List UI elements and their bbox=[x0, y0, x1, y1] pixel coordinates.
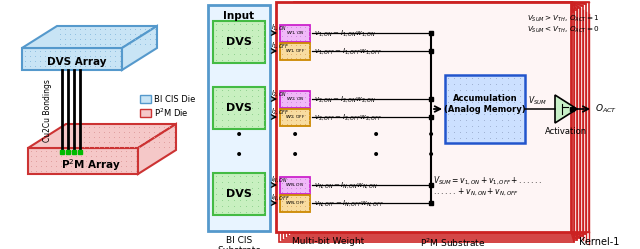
Text: $I_{2,OFF}$: $I_{2,OFF}$ bbox=[271, 106, 289, 116]
Polygon shape bbox=[555, 95, 577, 123]
FancyBboxPatch shape bbox=[213, 21, 265, 63]
Text: $v_{1,ON}=I_{1,ON}w_{1,ON}$: $v_{1,ON}=I_{1,ON}w_{1,ON}$ bbox=[314, 28, 376, 38]
Text: P$^2$M Substrate: P$^2$M Substrate bbox=[420, 237, 486, 249]
Text: •
•: • • bbox=[291, 128, 299, 162]
Text: $w_{2,ON}$: $w_{2,ON}$ bbox=[285, 95, 305, 103]
FancyBboxPatch shape bbox=[280, 24, 310, 42]
Bar bbox=[140, 109, 151, 117]
Text: $v_{N,OFF}=I_{N,OFF}w_{N,OFF}$: $v_{N,OFF}=I_{N,OFF}w_{N,OFF}$ bbox=[314, 198, 384, 208]
Bar bbox=[291, 4, 586, 234]
Text: $V_{SUM}<V_{TH}$, $O_{ACT}=0$: $V_{SUM}<V_{TH}$, $O_{ACT}=0$ bbox=[527, 25, 600, 35]
Text: Accumulation
(Analog Memory): Accumulation (Analog Memory) bbox=[444, 94, 526, 114]
Text: $I_{N,OFF}$: $I_{N,OFF}$ bbox=[271, 192, 290, 202]
Text: $V_{SUM}>V_{TH}$, $O_{ACT}=1$: $V_{SUM}>V_{TH}$, $O_{ACT}=1$ bbox=[527, 14, 600, 24]
Text: $w_{N,ON}$: $w_{N,ON}$ bbox=[285, 182, 305, 188]
Text: DVS: DVS bbox=[226, 103, 252, 113]
Text: $......+v_{N,ON}+v_{N,OFF}$: $......+v_{N,ON}+v_{N,OFF}$ bbox=[433, 187, 518, 198]
Text: $v_{N,ON}=I_{N,ON}w_{N,ON}$: $v_{N,ON}=I_{N,ON}w_{N,ON}$ bbox=[314, 180, 378, 190]
Text: $I_{N,ON}$: $I_{N,ON}$ bbox=[271, 174, 288, 184]
Bar bbox=[140, 95, 151, 103]
Text: •
•: • • bbox=[235, 128, 243, 162]
Polygon shape bbox=[138, 124, 176, 174]
Text: DVS: DVS bbox=[226, 189, 252, 199]
Bar bbox=[285, 8, 580, 238]
FancyBboxPatch shape bbox=[213, 173, 265, 215]
FancyBboxPatch shape bbox=[280, 177, 310, 193]
Bar bbox=[282, 10, 577, 240]
Text: Input: Input bbox=[223, 11, 255, 21]
Polygon shape bbox=[22, 26, 157, 48]
Bar bbox=[279, 12, 574, 242]
Text: $w_{N,\rm OFF}$: $w_{N,\rm OFF}$ bbox=[285, 199, 305, 207]
Text: $V_{SUM}=v_{1,ON}+v_{1,OFF}+......$: $V_{SUM}=v_{1,ON}+v_{1,OFF}+......$ bbox=[433, 175, 542, 187]
FancyBboxPatch shape bbox=[280, 194, 310, 211]
Text: $w_{2,\rm OFF}$: $w_{2,\rm OFF}$ bbox=[285, 113, 305, 121]
FancyBboxPatch shape bbox=[280, 90, 310, 108]
FancyBboxPatch shape bbox=[276, 2, 571, 232]
FancyBboxPatch shape bbox=[208, 5, 270, 231]
Polygon shape bbox=[122, 26, 157, 70]
Text: Cu2Cu Bondings: Cu2Cu Bondings bbox=[42, 80, 51, 142]
Text: Kernel-1: Kernel-1 bbox=[579, 237, 620, 247]
Text: $I_{1,ON}$: $I_{1,ON}$ bbox=[271, 22, 287, 32]
Polygon shape bbox=[28, 124, 176, 148]
FancyBboxPatch shape bbox=[280, 43, 310, 60]
Text: BI CIS
Substrate: BI CIS Substrate bbox=[217, 236, 261, 249]
Polygon shape bbox=[22, 48, 122, 70]
FancyBboxPatch shape bbox=[213, 87, 265, 129]
FancyBboxPatch shape bbox=[280, 109, 310, 125]
FancyBboxPatch shape bbox=[445, 75, 525, 143]
Text: •
•: • • bbox=[372, 128, 380, 162]
Text: P$^2$M Array: P$^2$M Array bbox=[61, 157, 121, 173]
Text: Multi-bit Weight: Multi-bit Weight bbox=[292, 237, 364, 246]
Text: $O_{ACT}$: $O_{ACT}$ bbox=[595, 103, 617, 115]
Text: Activation: Activation bbox=[545, 127, 587, 136]
Text: DVS: DVS bbox=[226, 37, 252, 47]
Text: $w_{1,\rm OFF}$: $w_{1,\rm OFF}$ bbox=[285, 47, 305, 55]
Text: $V_{SUM}$: $V_{SUM}$ bbox=[528, 95, 547, 107]
Polygon shape bbox=[28, 148, 138, 174]
Bar bbox=[294, 2, 589, 232]
Text: $v_{2,ON}=I_{2,ON}w_{2,ON}$: $v_{2,ON}=I_{2,ON}w_{2,ON}$ bbox=[314, 94, 376, 104]
Bar bbox=[288, 6, 583, 236]
Text: P$^2$M Die: P$^2$M Die bbox=[154, 107, 189, 119]
Text: BI CIS Die: BI CIS Die bbox=[154, 95, 195, 104]
Text: $I_{1,OFF}$: $I_{1,OFF}$ bbox=[271, 40, 289, 50]
Text: DVS Array: DVS Array bbox=[47, 57, 107, 67]
Text: $w_{1,ON}$: $w_{1,ON}$ bbox=[285, 29, 305, 37]
Text: $v_{1,OFF}=I_{1,OFF}w_{1,OFF}$: $v_{1,OFF}=I_{1,OFF}w_{1,OFF}$ bbox=[314, 46, 382, 56]
Text: •
•: • • bbox=[427, 128, 435, 162]
Text: $I_{2,ON}$: $I_{2,ON}$ bbox=[271, 88, 287, 98]
Text: $v_{2,OFF}=I_{2,OFF}w_{2,OFF}$: $v_{2,OFF}=I_{2,OFF}w_{2,OFF}$ bbox=[314, 112, 382, 122]
